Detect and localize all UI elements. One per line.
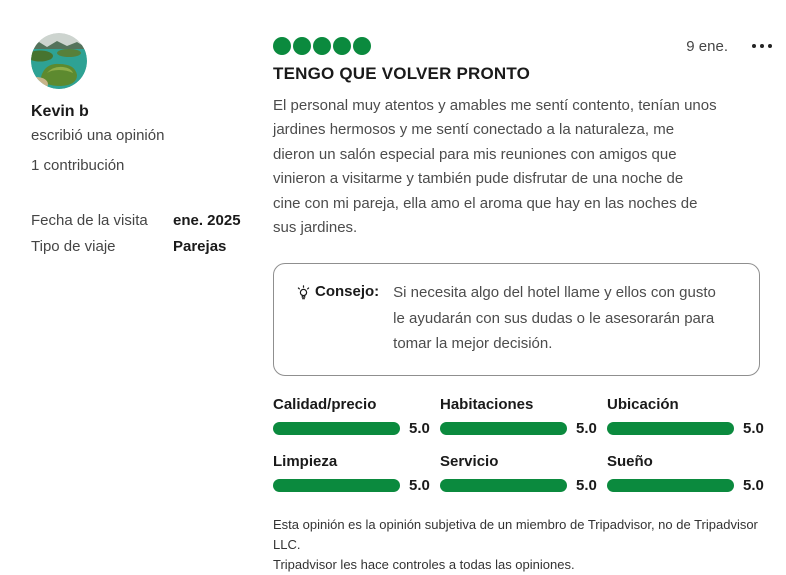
review-body: El personal muy atentos y amables me sen… [273,97,717,237]
trip-type-value: Parejas [173,238,227,255]
rating-bubble-filled [293,37,311,55]
visit-date-label: Fecha de la visita [31,212,148,229]
rating-bubble-filled [333,37,351,55]
tip-box: Consejo: Si necesita algo del hotel llam… [273,263,760,377]
subrating-score: 5.0 [409,477,430,495]
review-title[interactable]: TENGO QUE VOLVER PRONTO [273,64,531,83]
reviewer-panel: Kevin b escribió una opinión 1 contribuc… [31,33,273,575]
subrating-item: Limpieza 5.0 [273,453,440,494]
subrating-bar-row: 5.0 [440,420,607,437]
subrating-item: Habitaciones 5.0 [440,396,607,437]
ellipsis-dot-icon [768,44,772,48]
subratings-grid: Calidad/precio 5.0 Habitaciones 5.0 Ubic… [273,396,774,494]
contribution-count: 1 contribución [31,157,125,174]
subrating-score: 5.0 [576,477,597,495]
subrating-bar [440,479,567,493]
subrating-bar-row: 5.0 [273,477,440,494]
subrating-bar [440,422,567,436]
rating-bubble-filled [353,37,371,55]
subrating-bar [273,422,400,436]
subrating-bar-row: 5.0 [607,477,774,494]
review-date: 9 ene. [686,37,728,55]
review-header: 9 ene. [273,37,774,55]
tip-label: Consejo: [315,283,380,301]
subrating-label: Sueño [607,453,653,471]
visit-date-value: ene. 2025 [173,212,241,229]
subrating-bar-row: 5.0 [607,420,774,437]
subrating-score: 5.0 [743,420,764,438]
lightbulb-icon [296,285,311,301]
subrating-score: 5.0 [743,477,764,495]
header-right: 9 ene. [686,38,774,55]
subrating-label: Calidad/precio [273,396,377,414]
subrating-bar [273,479,400,493]
ellipsis-dot-icon [760,44,764,48]
rating-bubbles [273,37,371,55]
visit-date-row: Fecha de la visita ene. 2025 [31,212,273,229]
review-disclaimer: Esta opinión es la opinión subjetiva de … [273,517,758,573]
review-content: 9 ene. TENGO QUE VOLVER PRONTO El person… [273,33,774,575]
subrating-score: 5.0 [409,420,430,438]
ellipsis-dot-icon [752,44,756,48]
reviewer-name[interactable]: Kevin b [31,103,89,120]
subrating-label: Habitaciones [440,396,534,414]
tip-head: Consejo: [296,283,379,300]
subrating-label: Limpieza [273,453,338,471]
subrating-item: Sueño 5.0 [607,453,774,494]
subrating-item: Calidad/precio 5.0 [273,396,440,437]
trip-type-label: Tipo de viaje [31,238,116,255]
rating-bubble-filled [273,37,291,55]
rating-bubble-filled [313,37,331,55]
avatar[interactable] [31,33,87,89]
more-options-button[interactable] [750,40,774,52]
visit-meta: Fecha de la visita ene. 2025 Tipo de via… [31,212,273,255]
subrating-label: Ubicación [607,396,679,414]
subrating-item: Ubicación 5.0 [607,396,774,437]
subrating-bar [607,422,734,436]
tip-text: Si necesita algo del hotel llame y ellos… [393,284,716,353]
subrating-bar [607,479,734,493]
trip-type-row: Tipo de viaje Parejas [31,238,273,255]
avatar-island-photo [31,33,87,89]
subrating-label: Servicio [440,453,499,471]
subrating-bar-row: 5.0 [440,477,607,494]
subrating-item: Servicio 5.0 [440,453,607,494]
subrating-score: 5.0 [576,420,597,438]
reviewer-action: escribió una opinión [31,127,165,144]
subrating-bar-row: 5.0 [273,420,440,437]
